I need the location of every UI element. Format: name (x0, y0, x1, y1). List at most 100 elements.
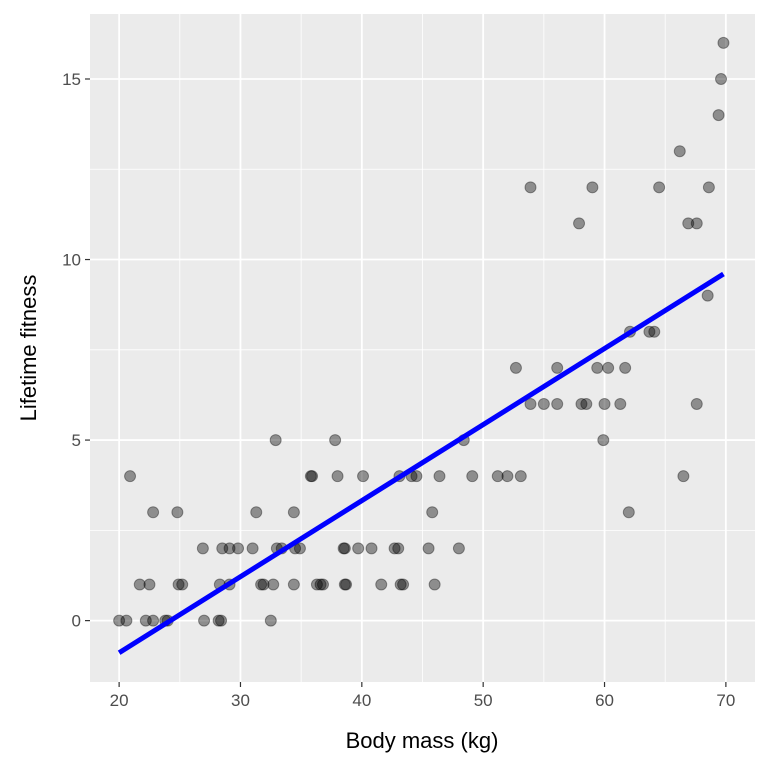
data-point (648, 325, 661, 338)
data-point (575, 397, 588, 410)
x-tick-label: 20 (110, 691, 129, 710)
data-point (690, 397, 703, 410)
data-point (394, 578, 407, 591)
data-point (232, 542, 245, 555)
y-tick-label: 0 (72, 612, 81, 631)
data-point (524, 397, 537, 410)
data-point (255, 578, 268, 591)
x-axis-title: Body mass (kg) (346, 728, 499, 753)
data-point (196, 542, 209, 555)
data-point (120, 614, 133, 627)
data-point (397, 578, 410, 591)
data-point (433, 470, 446, 483)
data-point (250, 506, 263, 519)
data-point (690, 217, 703, 230)
data-point (580, 397, 593, 410)
data-point (422, 542, 435, 555)
data-point (702, 181, 715, 194)
data-point (598, 397, 611, 410)
x-axis-ticks: 20 30 40 50 60 70 (110, 682, 735, 710)
data-point (643, 325, 656, 338)
y-tick-label: 15 (62, 70, 81, 89)
data-point (124, 470, 137, 483)
data-point (653, 181, 666, 194)
data-point (602, 361, 615, 374)
data-point (375, 578, 388, 591)
data-point (216, 542, 229, 555)
data-point (551, 397, 564, 410)
data-point (591, 361, 604, 374)
data-point (514, 470, 527, 483)
data-point (501, 470, 514, 483)
x-tick-label: 50 (474, 691, 493, 710)
y-axis-ticks: 0 5 10 15 (62, 70, 90, 631)
data-points (113, 36, 730, 627)
data-point (198, 614, 211, 627)
x-tick-label: 30 (231, 691, 250, 710)
fit-line-group (117, 271, 725, 655)
data-point (113, 614, 126, 627)
data-point (551, 361, 564, 374)
data-point (287, 578, 300, 591)
data-point (306, 470, 319, 483)
data-point (267, 578, 280, 591)
data-point (701, 289, 714, 302)
gridlines (90, 14, 755, 682)
data-point (246, 542, 259, 555)
data-point (212, 614, 225, 627)
data-point (622, 506, 635, 519)
data-point (357, 470, 370, 483)
data-point (410, 470, 423, 483)
data-point (597, 434, 610, 447)
y-tick-label: 10 (62, 251, 81, 270)
data-point (304, 470, 317, 483)
data-point (293, 542, 306, 555)
data-point (682, 217, 695, 230)
data-point (573, 217, 586, 230)
data-point (316, 578, 329, 591)
data-point (172, 578, 185, 591)
data-point (717, 36, 730, 49)
x-tick-label: 40 (352, 691, 371, 710)
data-point (338, 542, 351, 555)
data-point (139, 614, 152, 627)
data-point (257, 578, 270, 591)
data-point (466, 470, 479, 483)
x-tick-label: 60 (595, 691, 614, 710)
data-point (673, 145, 686, 158)
data-point (614, 397, 627, 410)
data-point (677, 470, 690, 483)
data-point (388, 542, 401, 555)
data-point (269, 434, 282, 447)
data-point (428, 578, 441, 591)
data-point (619, 361, 632, 374)
data-point (338, 578, 351, 591)
data-point (537, 397, 550, 410)
data-point (329, 434, 342, 447)
data-point (491, 470, 504, 483)
data-point (509, 361, 522, 374)
data-point (715, 72, 728, 85)
data-point (524, 181, 537, 194)
data-point (176, 578, 189, 591)
x-tick-label: 70 (716, 691, 735, 710)
data-point (264, 614, 277, 627)
y-axis-title: Lifetime fitness (16, 275, 41, 422)
data-point (310, 578, 323, 591)
data-point (314, 578, 327, 591)
data-point (171, 506, 184, 519)
data-point (143, 578, 156, 591)
data-point (287, 506, 300, 519)
data-point (147, 614, 160, 627)
data-point (712, 109, 725, 122)
data-point (426, 506, 439, 519)
data-point (223, 542, 236, 555)
y-tick-label: 5 (72, 431, 81, 450)
data-point (147, 506, 160, 519)
data-point (452, 542, 465, 555)
regression-line (117, 271, 725, 655)
data-point (133, 578, 146, 591)
data-point (215, 614, 228, 627)
data-point (331, 470, 344, 483)
